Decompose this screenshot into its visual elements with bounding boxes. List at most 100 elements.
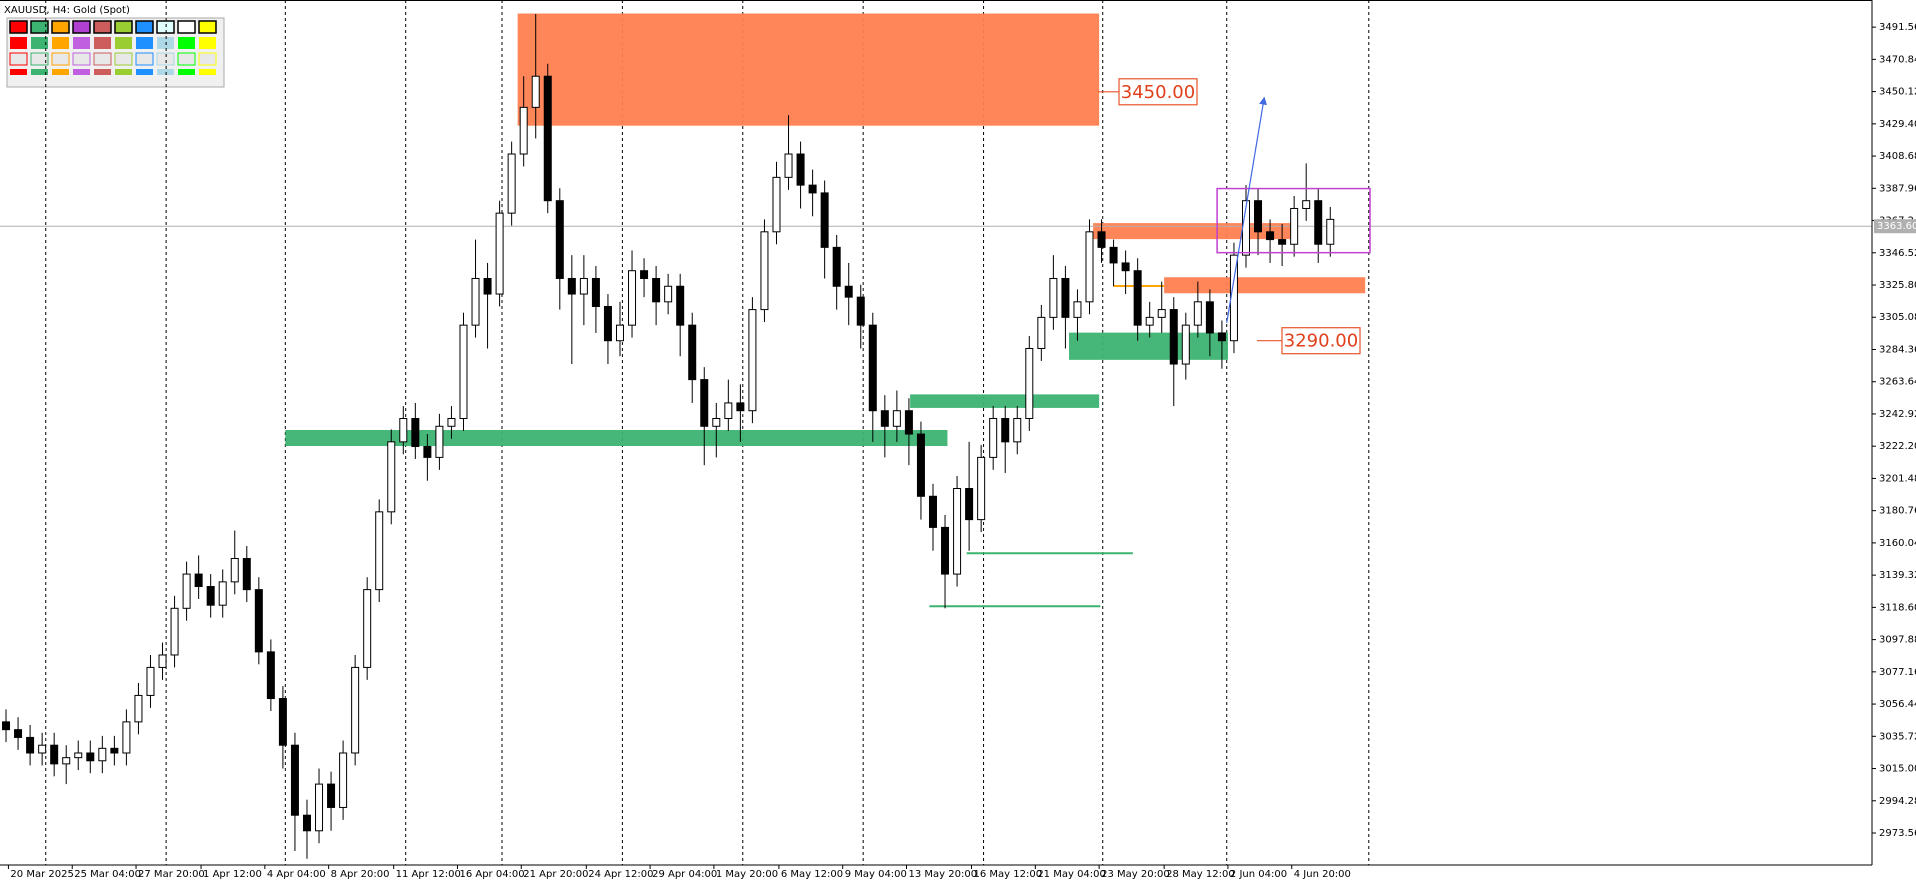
candle-body bbox=[351, 666, 360, 754]
candle-body bbox=[724, 402, 733, 419]
y-tick-label: 3035.72 bbox=[1879, 731, 1916, 742]
candle-body bbox=[772, 176, 781, 233]
annotation-box bbox=[1118, 78, 1198, 106]
candle-body bbox=[363, 589, 372, 668]
palette-swatch bbox=[136, 37, 153, 49]
candle-body bbox=[1326, 218, 1335, 245]
candle-body bbox=[579, 277, 588, 295]
x-tick-label: 9 May 04:00 bbox=[845, 869, 907, 880]
candle-body bbox=[916, 433, 925, 497]
candle-body bbox=[555, 200, 564, 279]
candle-body bbox=[218, 581, 227, 606]
candle-body bbox=[1266, 231, 1275, 241]
y-tick-label: 3118.60 bbox=[1879, 602, 1916, 613]
color-palette bbox=[6, 17, 225, 88]
palette-swatch bbox=[198, 52, 217, 66]
candle-body bbox=[375, 511, 384, 591]
x-tick-label: 4 Apr 04:00 bbox=[267, 869, 326, 880]
palette-swatch bbox=[199, 69, 216, 75]
candle-body bbox=[447, 417, 456, 427]
zone bbox=[517, 13, 1100, 126]
palette-swatch bbox=[177, 20, 196, 34]
candle-body bbox=[387, 441, 396, 513]
candle-body bbox=[1049, 277, 1058, 318]
palette-swatch bbox=[52, 69, 69, 75]
candle-body bbox=[615, 324, 624, 342]
candle-body bbox=[483, 277, 492, 295]
candle-body bbox=[591, 277, 600, 307]
candle-body bbox=[399, 417, 408, 443]
x-tick-label: 8 Apr 20:00 bbox=[331, 869, 390, 880]
candle-body bbox=[86, 752, 95, 762]
candle-body bbox=[1085, 231, 1094, 303]
y-tick-label: 3429.40 bbox=[1879, 119, 1916, 130]
candle-body bbox=[38, 744, 47, 754]
palette-swatch bbox=[31, 37, 48, 49]
palette-swatch bbox=[10, 37, 27, 49]
candle-body bbox=[266, 651, 275, 700]
x-tick-label: 21 May 04:00 bbox=[1037, 869, 1106, 880]
candle-body bbox=[435, 425, 444, 458]
annotation-box bbox=[1281, 327, 1361, 355]
candle-body bbox=[892, 410, 901, 427]
y-tick-label: 3160.04 bbox=[1879, 538, 1916, 549]
candle-body bbox=[1037, 316, 1046, 349]
palette-swatch bbox=[72, 52, 91, 66]
candle-body bbox=[832, 246, 841, 287]
candle-body bbox=[134, 694, 143, 723]
y-tick-label: 3450.12 bbox=[1879, 87, 1916, 98]
trend-arrow bbox=[1226, 96, 1268, 323]
candle-body bbox=[1314, 200, 1323, 245]
y-tick-label: 2994.28 bbox=[1879, 796, 1916, 807]
candle-body bbox=[1205, 301, 1214, 334]
y-tick-label: 3077.16 bbox=[1879, 667, 1916, 678]
candle-body bbox=[110, 747, 119, 754]
palette-swatch bbox=[51, 20, 70, 34]
candle-body bbox=[1097, 231, 1106, 248]
candle-body bbox=[459, 324, 468, 419]
palette-swatch bbox=[31, 69, 48, 75]
palette-swatch bbox=[30, 52, 49, 66]
palette-swatch bbox=[73, 69, 90, 75]
candle-body bbox=[242, 558, 251, 591]
candle-body bbox=[423, 446, 432, 458]
candle-body bbox=[1157, 309, 1166, 318]
y-tick-label: 3346.52 bbox=[1879, 248, 1916, 259]
candle-body bbox=[206, 586, 215, 606]
candle-body bbox=[688, 324, 697, 381]
y-tick-label: 3263.64 bbox=[1879, 377, 1916, 388]
palette-swatch bbox=[9, 20, 28, 34]
candle-body bbox=[1145, 316, 1154, 326]
x-tick-label: 16 Apr 04:00 bbox=[459, 869, 524, 880]
candle-body bbox=[315, 783, 324, 832]
candle-body bbox=[278, 698, 287, 746]
y-tick-label: 3056.44 bbox=[1879, 699, 1916, 710]
candle-body bbox=[603, 305, 612, 342]
candle-body bbox=[62, 757, 71, 765]
palette-swatch bbox=[10, 69, 27, 75]
candle-body bbox=[182, 573, 191, 609]
palette-swatch bbox=[178, 37, 195, 49]
range-box bbox=[1216, 187, 1371, 254]
candle-body bbox=[1001, 417, 1010, 443]
y-tick-label: 3242.92 bbox=[1879, 409, 1916, 420]
y-tick-label: 3470.84 bbox=[1879, 54, 1916, 65]
annotation-label: 3290.00 bbox=[1284, 331, 1358, 352]
candle-body bbox=[676, 285, 685, 326]
zone bbox=[1069, 332, 1228, 360]
x-tick-label: 28 May 12:00 bbox=[1166, 869, 1235, 880]
candle-body bbox=[327, 783, 336, 808]
x-tick-label: 27 Mar 20:00 bbox=[138, 869, 205, 880]
palette-swatch bbox=[30, 20, 49, 34]
candle-body bbox=[1061, 277, 1070, 318]
chart-title: XAUUSD, H4: Gold (Spot) bbox=[4, 5, 130, 16]
y-tick-label: 3097.88 bbox=[1879, 635, 1916, 646]
y-tick-label: 3325.80 bbox=[1879, 280, 1916, 291]
candle-body bbox=[122, 721, 131, 754]
candle-body bbox=[170, 607, 179, 656]
y-tick-label: 2973.56 bbox=[1879, 828, 1916, 839]
palette-swatch bbox=[156, 20, 175, 34]
candle-body bbox=[1109, 246, 1118, 264]
y-tick-label: 3201.48 bbox=[1879, 473, 1916, 484]
candle-body bbox=[784, 153, 793, 178]
